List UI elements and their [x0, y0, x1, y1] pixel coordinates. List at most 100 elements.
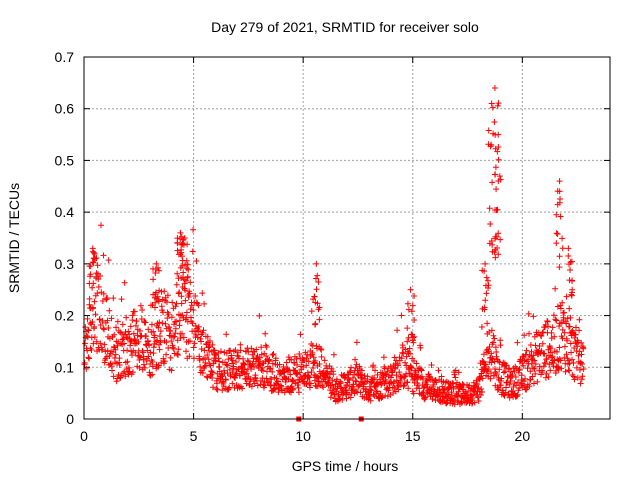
data-point [553, 211, 560, 218]
data-point [482, 297, 489, 304]
data-point [166, 324, 173, 331]
data-point [156, 287, 163, 294]
data-point [297, 331, 304, 338]
data-point [178, 293, 185, 300]
data-point [337, 379, 344, 386]
data-point [174, 247, 181, 254]
data-point [266, 365, 273, 372]
data-point [333, 388, 340, 395]
data-point [549, 324, 556, 331]
data-point [293, 355, 300, 362]
data-point [86, 301, 93, 308]
data-point [372, 367, 379, 374]
data-point [500, 369, 507, 376]
data-point [390, 389, 397, 396]
data-point [122, 359, 129, 366]
data-point [484, 320, 491, 327]
data-point [192, 292, 199, 299]
data-point [343, 382, 350, 389]
data-point [282, 378, 289, 385]
data-point [161, 358, 168, 365]
data-point [198, 346, 205, 353]
data-point [308, 308, 315, 315]
data-point [209, 369, 216, 376]
data-point [201, 300, 208, 307]
data-point [165, 311, 172, 318]
data-point [209, 341, 216, 348]
data-point [553, 317, 560, 324]
data-point [263, 353, 270, 360]
data-point [199, 369, 206, 376]
data-point [310, 354, 317, 361]
data-point [121, 279, 128, 286]
data-point [539, 369, 546, 376]
data-point [345, 376, 352, 383]
data-point [190, 355, 197, 362]
data-point [178, 300, 185, 307]
data-point [247, 376, 254, 383]
data-point [391, 385, 398, 392]
data-point [567, 259, 574, 266]
data-point [314, 373, 321, 380]
data-point [162, 320, 169, 327]
data-point [305, 373, 312, 380]
data-point [553, 240, 560, 247]
data-point [494, 386, 501, 393]
data-point [240, 361, 247, 368]
data-point [288, 356, 295, 363]
data-point [83, 333, 90, 340]
data-point [113, 324, 120, 331]
data-point [539, 340, 546, 347]
data-point [329, 377, 336, 384]
data-point [532, 370, 539, 377]
data-point [147, 372, 154, 379]
data-point [179, 330, 186, 337]
data-point [186, 353, 193, 360]
data-point [316, 304, 323, 311]
data-point [182, 287, 189, 294]
data-point [431, 387, 438, 394]
data-point [393, 372, 400, 379]
data-point [387, 363, 394, 370]
data-point [478, 385, 485, 392]
data-point [229, 369, 236, 376]
data-point [200, 327, 207, 334]
data-point [128, 337, 135, 344]
data-point [404, 325, 411, 332]
data-point [110, 295, 117, 302]
data-point [300, 363, 307, 370]
data-point [492, 164, 499, 171]
data-point [90, 304, 97, 311]
data-point [488, 327, 495, 334]
data-point [275, 378, 282, 385]
data-point [140, 361, 147, 368]
data-point [233, 370, 240, 377]
data-point [578, 351, 585, 358]
data-point [230, 363, 237, 370]
data-point [213, 385, 220, 392]
data-point [579, 360, 586, 367]
data-point [90, 340, 97, 347]
data-point [124, 347, 131, 354]
data-point [426, 373, 433, 380]
data-point [536, 343, 543, 350]
data-point [318, 346, 325, 353]
data-point [122, 329, 129, 336]
data-point [266, 356, 273, 363]
data-point [534, 378, 541, 385]
data-point [86, 295, 93, 302]
data-point [404, 300, 411, 307]
data-point [347, 394, 354, 401]
data-point [294, 361, 301, 368]
data-point [125, 328, 132, 335]
chart-title: Day 279 of 2021, SRMTID for receiver sol… [211, 19, 479, 35]
data-point [156, 319, 163, 326]
data-point [164, 315, 171, 322]
data-point [172, 303, 179, 310]
data-point [90, 280, 97, 287]
data-point [126, 331, 133, 338]
data-point [273, 375, 280, 382]
data-point [170, 334, 177, 341]
data-point [209, 375, 216, 382]
data-point [127, 323, 134, 330]
